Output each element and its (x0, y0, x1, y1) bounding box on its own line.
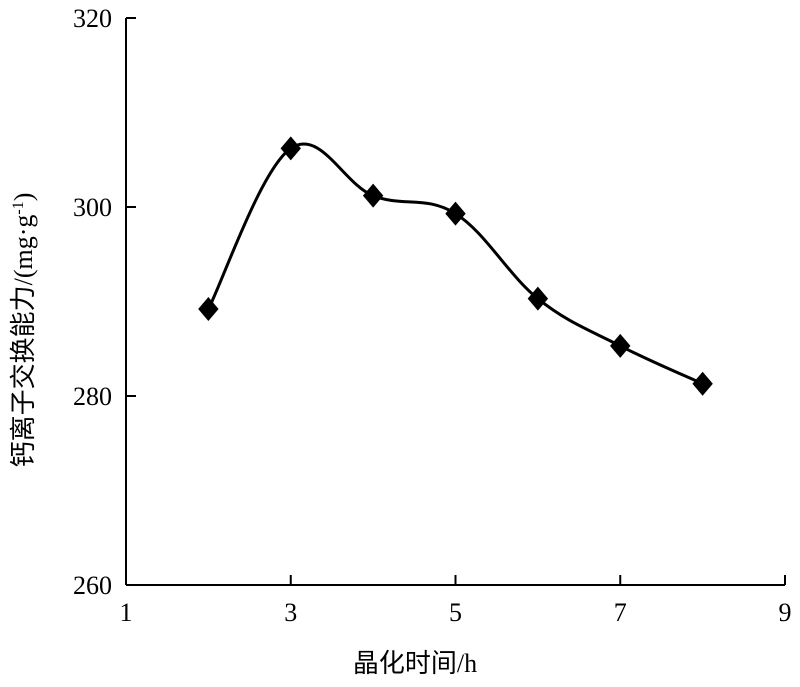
x-ticks: 1 3 5 7 9 (120, 575, 792, 627)
data-point-diamond (527, 286, 549, 311)
x-tick-label: 7 (614, 598, 627, 627)
y-tick-label: 280 (73, 382, 112, 411)
y-axis-title-sup: -1 (10, 201, 27, 214)
data-point-diamond (198, 297, 219, 322)
y-ticks: 260 280 300 320 (73, 4, 136, 600)
y-axis-title: 钙离子交换能力/(mg·g-1) (9, 193, 38, 468)
x-tick-label: 5 (449, 598, 462, 627)
data-point-diamond (445, 201, 466, 226)
data-point-diamond (362, 183, 384, 208)
x-tick-label: 1 (120, 598, 133, 627)
x-tick-label: 3 (284, 598, 297, 627)
x-axis-title: 晶化时间/h (353, 649, 477, 678)
y-axis-title-close: ) (9, 193, 38, 202)
series-layer (198, 136, 713, 396)
y-axis-title-main: 钙离子交换能力/(mg·g (9, 215, 38, 468)
x-tick-label: 9 (779, 598, 792, 627)
data-point-diamond (280, 136, 301, 161)
y-tick-label: 260 (73, 571, 112, 600)
y-tick-label: 300 (73, 193, 112, 222)
axes: 260 280 300 320 1 3 5 7 9 (73, 4, 792, 627)
y-tick-label: 320 (73, 4, 112, 33)
data-point-diamond (610, 333, 631, 358)
data-point-diamond (692, 371, 713, 396)
